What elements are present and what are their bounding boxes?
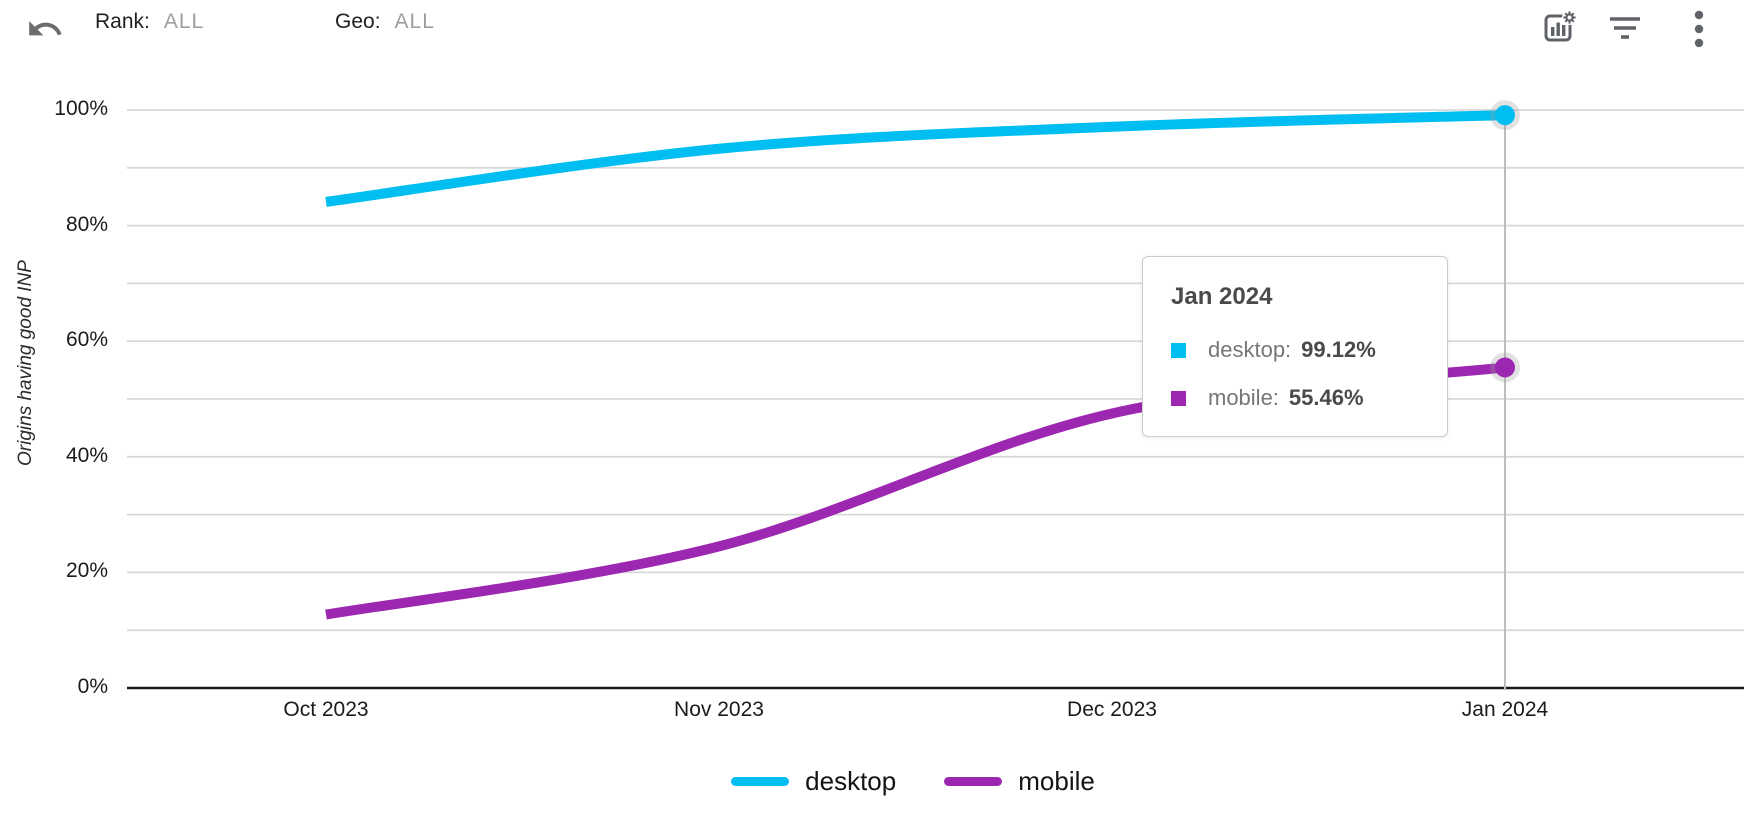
desktop-legend-swatch-icon — [731, 777, 790, 786]
filter-icon[interactable] — [1607, 12, 1643, 44]
tooltip-mobile-value: 55.46% — [1288, 385, 1364, 410]
rank-filter-control[interactable]: Rank: ALL — [95, 10, 204, 34]
x-axis-label: Oct 2023 — [283, 698, 369, 721]
more-options-icon[interactable] — [1692, 8, 1706, 50]
rank-filter-value: ALL — [163, 10, 205, 33]
desktop-line-series — [325, 110, 1506, 207]
x-axis-label: Dec 2023 — [1067, 698, 1157, 721]
y-axis-label: 40% — [65, 443, 108, 467]
desktop-series-swatch-icon — [1171, 342, 1186, 358]
tooltip-title: Jan 2024 — [1171, 283, 1273, 310]
x-axis-label: Jan 2024 — [1461, 698, 1549, 721]
desktop-selected-point-marker — [1495, 105, 1515, 126]
rank-filter-label: Rank: — [95, 10, 150, 33]
undo-icon[interactable] — [26, 10, 64, 48]
chart-settings-icon[interactable] — [1536, 6, 1580, 50]
y-axis-label: 0% — [77, 675, 108, 698]
y-axis-title: Origins having good INP — [15, 260, 36, 466]
y-axis-label: 80% — [65, 212, 108, 236]
geo-filter-control[interactable]: Geo: ALL — [335, 10, 435, 34]
legend-item-mobile: mobile — [944, 766, 1095, 797]
y-axis-label: 60% — [65, 328, 108, 352]
y-axis-label: 20% — [65, 559, 108, 583]
legend-label: desktop — [805, 766, 897, 796]
geo-filter-label: Geo: — [335, 10, 381, 33]
chart-legend: desktop mobile — [37, 766, 1752, 797]
tooltip-desktop-value: 99.12% — [1301, 337, 1376, 362]
tooltip-mobile-label: mobile: — [1208, 385, 1279, 410]
tooltip-row-desktop: desktop: 99.12% — [1171, 337, 1419, 363]
legend-item-desktop: desktop — [731, 766, 896, 797]
geo-filter-value: ALL — [394, 10, 435, 33]
mobile-legend-swatch-icon — [944, 777, 1003, 786]
gear-glyph — [1563, 11, 1576, 24]
chart-tooltip: Jan 2024 desktop: 99.12% mobile: 55.46% — [1142, 256, 1448, 437]
toolbar: Rank: ALL Geo: ALL — [0, 0, 1752, 56]
x-axis-label: Nov 2023 — [674, 698, 764, 721]
tooltip-row-mobile: mobile: 55.46% — [1171, 385, 1419, 411]
mobile-selected-point-marker — [1495, 357, 1515, 378]
legend-label: mobile — [1018, 766, 1095, 796]
tooltip-desktop-label: desktop: — [1208, 337, 1292, 362]
y-axis-label: 100% — [54, 97, 108, 120]
mobile-series-swatch-icon — [1171, 390, 1186, 406]
